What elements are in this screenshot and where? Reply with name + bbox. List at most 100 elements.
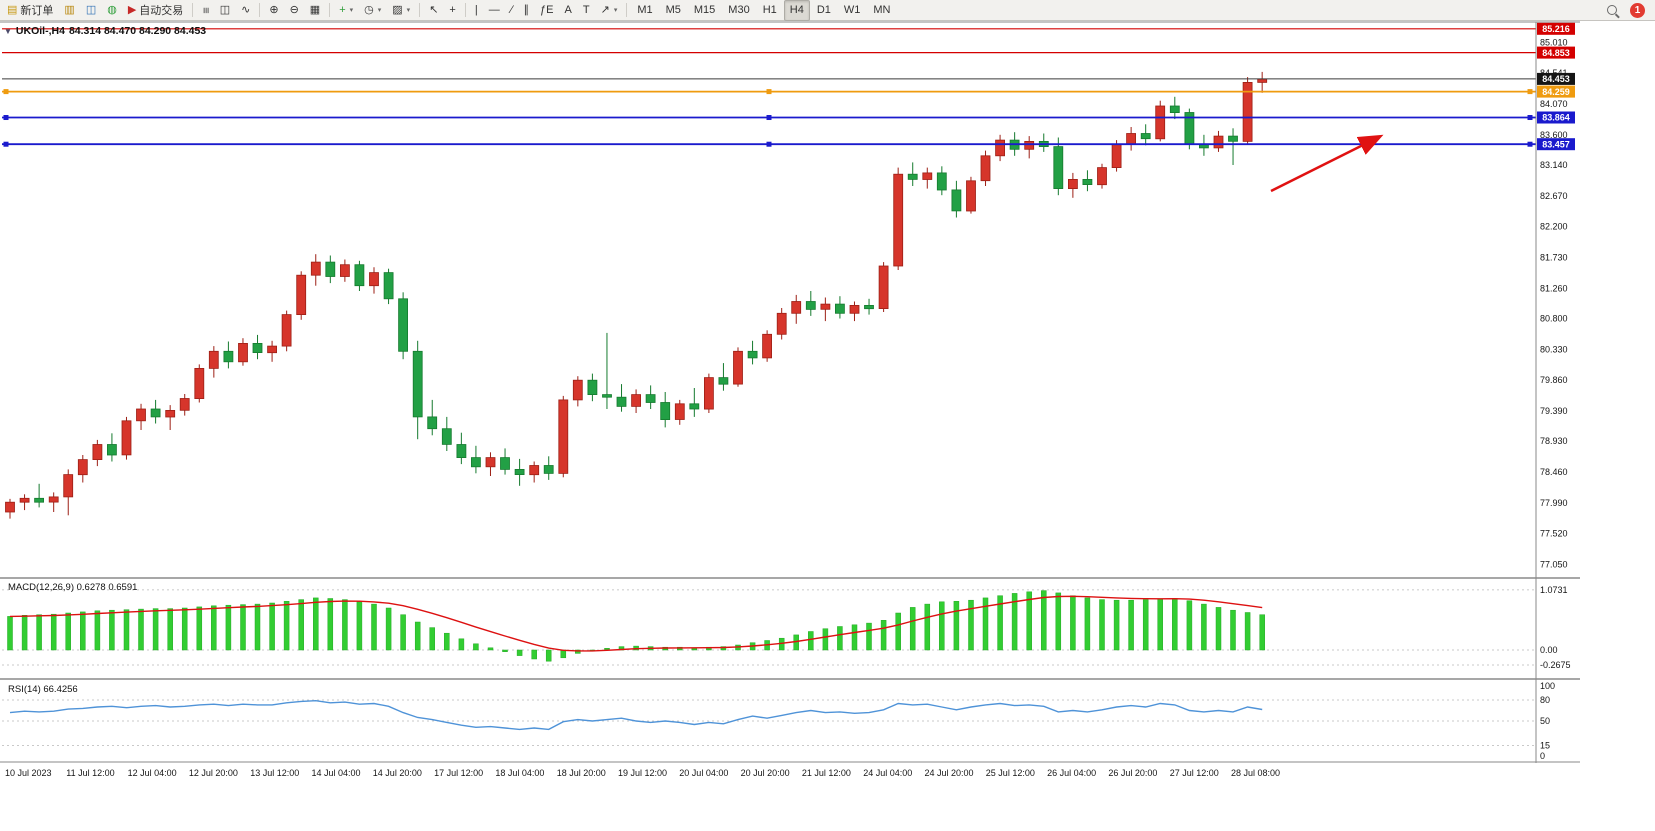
text-button[interactable]: A xyxy=(560,0,577,21)
label-button[interactable]: T xyxy=(578,0,595,21)
tf-m30-button-label: M30 xyxy=(728,4,750,16)
candle-body xyxy=(907,173,918,180)
zoom-in-icon: ⊕ xyxy=(269,3,279,16)
market-watch-button[interactable]: ▥ xyxy=(59,0,79,21)
macd-histogram-bar xyxy=(356,601,363,651)
fibonacci-icon: ƒE xyxy=(540,3,554,16)
macd-histogram-bar xyxy=(516,649,523,656)
community-button[interactable]: ◫ xyxy=(81,0,101,21)
tf-m30-button[interactable]: M30 xyxy=(722,0,755,21)
rsi-line xyxy=(9,699,1263,731)
macd-histogram-bar xyxy=(1084,597,1091,651)
line-handle[interactable] xyxy=(766,141,772,147)
line-handle[interactable] xyxy=(1527,141,1533,147)
vertical-line-button[interactable]: | xyxy=(470,0,483,21)
rsi-scale-label: 15 xyxy=(1540,741,1550,751)
new-order-button[interactable]: ▤ 新订单 xyxy=(2,0,58,21)
line-handle[interactable] xyxy=(766,89,772,95)
candle-body xyxy=(558,399,569,474)
templates-icon: ▨ xyxy=(392,3,403,16)
candlestick-chart-button[interactable]: ◫ xyxy=(215,0,235,21)
symbol-title: UKOil-,H4 xyxy=(15,25,65,37)
market-watch-icon: ▥ xyxy=(64,3,75,16)
candle-body xyxy=(776,312,787,335)
time-axis-label: 24 Jul 20:00 xyxy=(925,768,974,778)
price-badge xyxy=(1537,46,1575,59)
candle-body xyxy=(136,408,146,422)
candle-body xyxy=(1068,178,1078,189)
candle-body xyxy=(281,314,292,347)
crosshair-button[interactable]: + xyxy=(444,0,460,21)
zoom-out-icon: ⊖ xyxy=(289,3,299,16)
cursor-button[interactable]: ↖ xyxy=(424,0,443,21)
line-handle[interactable] xyxy=(1527,115,1533,121)
macd-histogram-bar xyxy=(196,606,203,651)
dropdown-arrow-icon: ▾ xyxy=(349,7,354,14)
auto-trading-icon: ▶ xyxy=(127,3,137,16)
macd-histogram-bar xyxy=(1259,614,1265,651)
line-handle[interactable] xyxy=(3,141,9,147)
arrows-button[interactable]: ↗ ▾ xyxy=(596,0,623,21)
price-axis[interactable]: 85.01084.54184.07083.60083.14082.67082.2… xyxy=(1537,22,1655,763)
candle-body xyxy=(1053,146,1064,190)
trendline-button[interactable]: ∕ xyxy=(506,0,518,21)
tf-w1-button[interactable]: W1 xyxy=(838,0,867,21)
macd-histogram-bar xyxy=(545,649,552,662)
macd-histogram-bar xyxy=(385,607,392,651)
line-handle[interactable] xyxy=(3,89,9,95)
indicators-button[interactable]: + ▾ xyxy=(334,0,358,21)
candle-body xyxy=(165,409,176,418)
macd-histogram-bar xyxy=(36,614,42,651)
macd-histogram-bar xyxy=(109,609,115,651)
indicators-icon: + xyxy=(339,3,346,16)
candle-body xyxy=(369,272,379,287)
horizontal-line-button[interactable]: — xyxy=(484,0,505,21)
symbol-dropdown-icon[interactable]: ▼ xyxy=(4,26,12,36)
line-chart-button[interactable]: ∿ xyxy=(236,0,255,21)
dropdown-arrow-icon: ▾ xyxy=(377,7,382,14)
templates-button[interactable]: ▨ ▾ xyxy=(387,0,415,21)
tf-d1-button[interactable]: D1 xyxy=(811,0,837,21)
time-axis-label: 27 Jul 12:00 xyxy=(1170,768,1219,778)
macd-histogram-bar xyxy=(1230,609,1236,651)
candle-body xyxy=(5,501,15,513)
macd-indicator-label: MACD(12,26,9) 0.6278 0.6591 xyxy=(8,582,138,593)
tf-h4-button[interactable]: H4 xyxy=(783,0,810,21)
tf-d1-button-label: D1 xyxy=(816,4,831,16)
zoom-in-button[interactable]: ⊕ xyxy=(264,0,283,21)
bar-chart-button[interactable]: ≡ xyxy=(197,0,213,21)
line-handle[interactable] xyxy=(766,115,772,121)
tf-mn-button[interactable]: MN xyxy=(867,0,896,21)
candle-body xyxy=(1228,135,1238,142)
candle-body xyxy=(1111,143,1122,169)
line-handle[interactable] xyxy=(3,115,9,121)
time-axis-label: 21 Jul 12:00 xyxy=(802,768,851,778)
price-axis-label: 82.670 xyxy=(1540,191,1568,201)
auto-trading-button[interactable]: ▶ 自动交易 xyxy=(123,0,188,21)
time-axis-label: 14 Jul 04:00 xyxy=(312,768,361,778)
macd-histogram-bar xyxy=(560,649,567,659)
tf-m15-button[interactable]: M15 xyxy=(688,0,721,21)
candle-body xyxy=(456,444,467,459)
macd-histogram-bar xyxy=(50,613,57,651)
price-axis-label: 84.070 xyxy=(1540,99,1568,109)
line-handle[interactable] xyxy=(1527,89,1533,95)
macd-histogram-bar xyxy=(371,603,377,651)
tf-m1-button[interactable]: M1 xyxy=(631,0,658,21)
fibonacci-button[interactable]: ƒE xyxy=(535,0,558,21)
toolbar-separator xyxy=(626,3,628,17)
text-icon: A xyxy=(564,3,572,16)
macd-histogram-bar xyxy=(1157,598,1163,651)
search-button[interactable] xyxy=(1602,0,1622,21)
time-axis[interactable]: 10 Jul 2023 11 Jul 12:00 12 Jul 04:00 12 Ju… xyxy=(0,763,1536,785)
notification-badge[interactable]: 1 xyxy=(1630,2,1645,18)
periods-button[interactable]: ◷ ▾ xyxy=(359,0,386,21)
tf-m5-button[interactable]: M5 xyxy=(660,0,687,21)
tf-h1-button[interactable]: H1 xyxy=(757,0,783,21)
zoom-out-button[interactable]: ⊖ xyxy=(285,0,304,21)
signals-button[interactable]: ◍ xyxy=(102,0,122,21)
trend-arrow[interactable] xyxy=(1270,134,1384,193)
rsi-scale-label: 50 xyxy=(1540,716,1550,726)
channel-button[interactable]: ∥ xyxy=(519,0,535,21)
tile-windows-button[interactable]: ▦ xyxy=(305,0,325,21)
